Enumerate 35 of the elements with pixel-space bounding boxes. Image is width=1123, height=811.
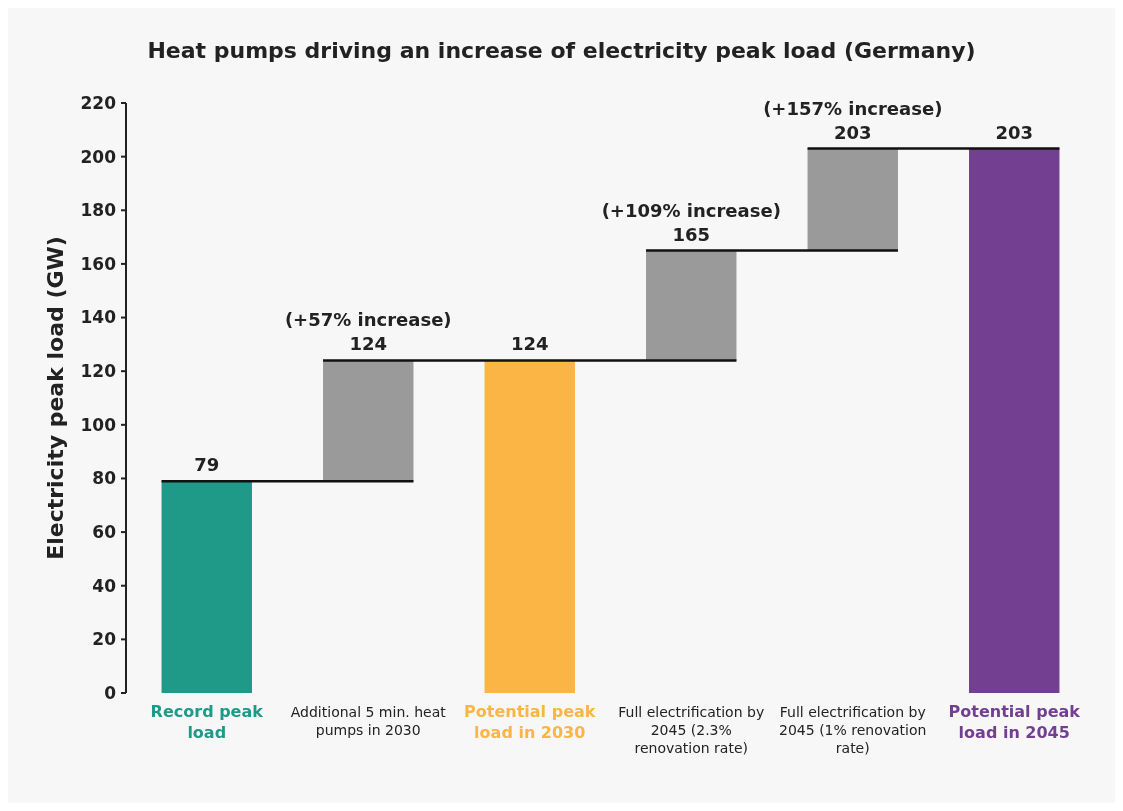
bar	[323, 360, 414, 482]
x-tick-label: Full electrification by 2045 (2.3% renovation rate)	[618, 704, 765, 757]
bar	[646, 250, 737, 361]
data-label: 79	[194, 454, 220, 476]
annotation: (+57% increase)	[284, 309, 452, 331]
x-tick-label: Additional 5 min. heat pumps in 2030	[290, 704, 447, 739]
y-tick-label: 20	[92, 629, 117, 650]
y-axis-title: Electricity peak load (GW)	[43, 236, 68, 560]
y-tick-label: 60	[92, 522, 117, 543]
data-label: 165	[672, 223, 711, 245]
chart-title: Heat pumps driving an increase of electricity peak load (Germany)	[147, 38, 976, 63]
y-tick-label: 140	[80, 307, 117, 328]
data-label: 203	[995, 121, 1034, 143]
x-tick-label: Potential peak load in 2045	[948, 702, 1081, 742]
y-tick-label: 200	[80, 146, 117, 167]
annotation: (+109% increase)	[601, 199, 781, 221]
y-tick-label: 160	[80, 253, 117, 274]
data-label: 203	[833, 121, 872, 143]
data-label: 124	[510, 333, 549, 355]
y-tick-label: 40	[92, 575, 117, 596]
bar	[807, 148, 898, 251]
annotation: (+157% increase)	[763, 97, 943, 119]
x-tick-label: Record peak load	[150, 702, 264, 742]
y-tick-label: 0	[104, 682, 117, 703]
bar	[161, 481, 252, 693]
y-tick-label: 180	[80, 200, 117, 221]
bar	[484, 360, 575, 693]
y-tick-label: 220	[80, 92, 117, 113]
bar	[969, 148, 1060, 693]
x-tick-label: Potential peak load in 2030	[464, 702, 596, 742]
data-label: 124	[349, 333, 388, 355]
y-tick-label: 80	[92, 468, 117, 489]
y-tick-label: 100	[80, 414, 117, 435]
y-tick-label: 120	[80, 361, 117, 382]
x-tick-label: Full electrification by 2045 (1% renovation rate)	[779, 704, 927, 757]
